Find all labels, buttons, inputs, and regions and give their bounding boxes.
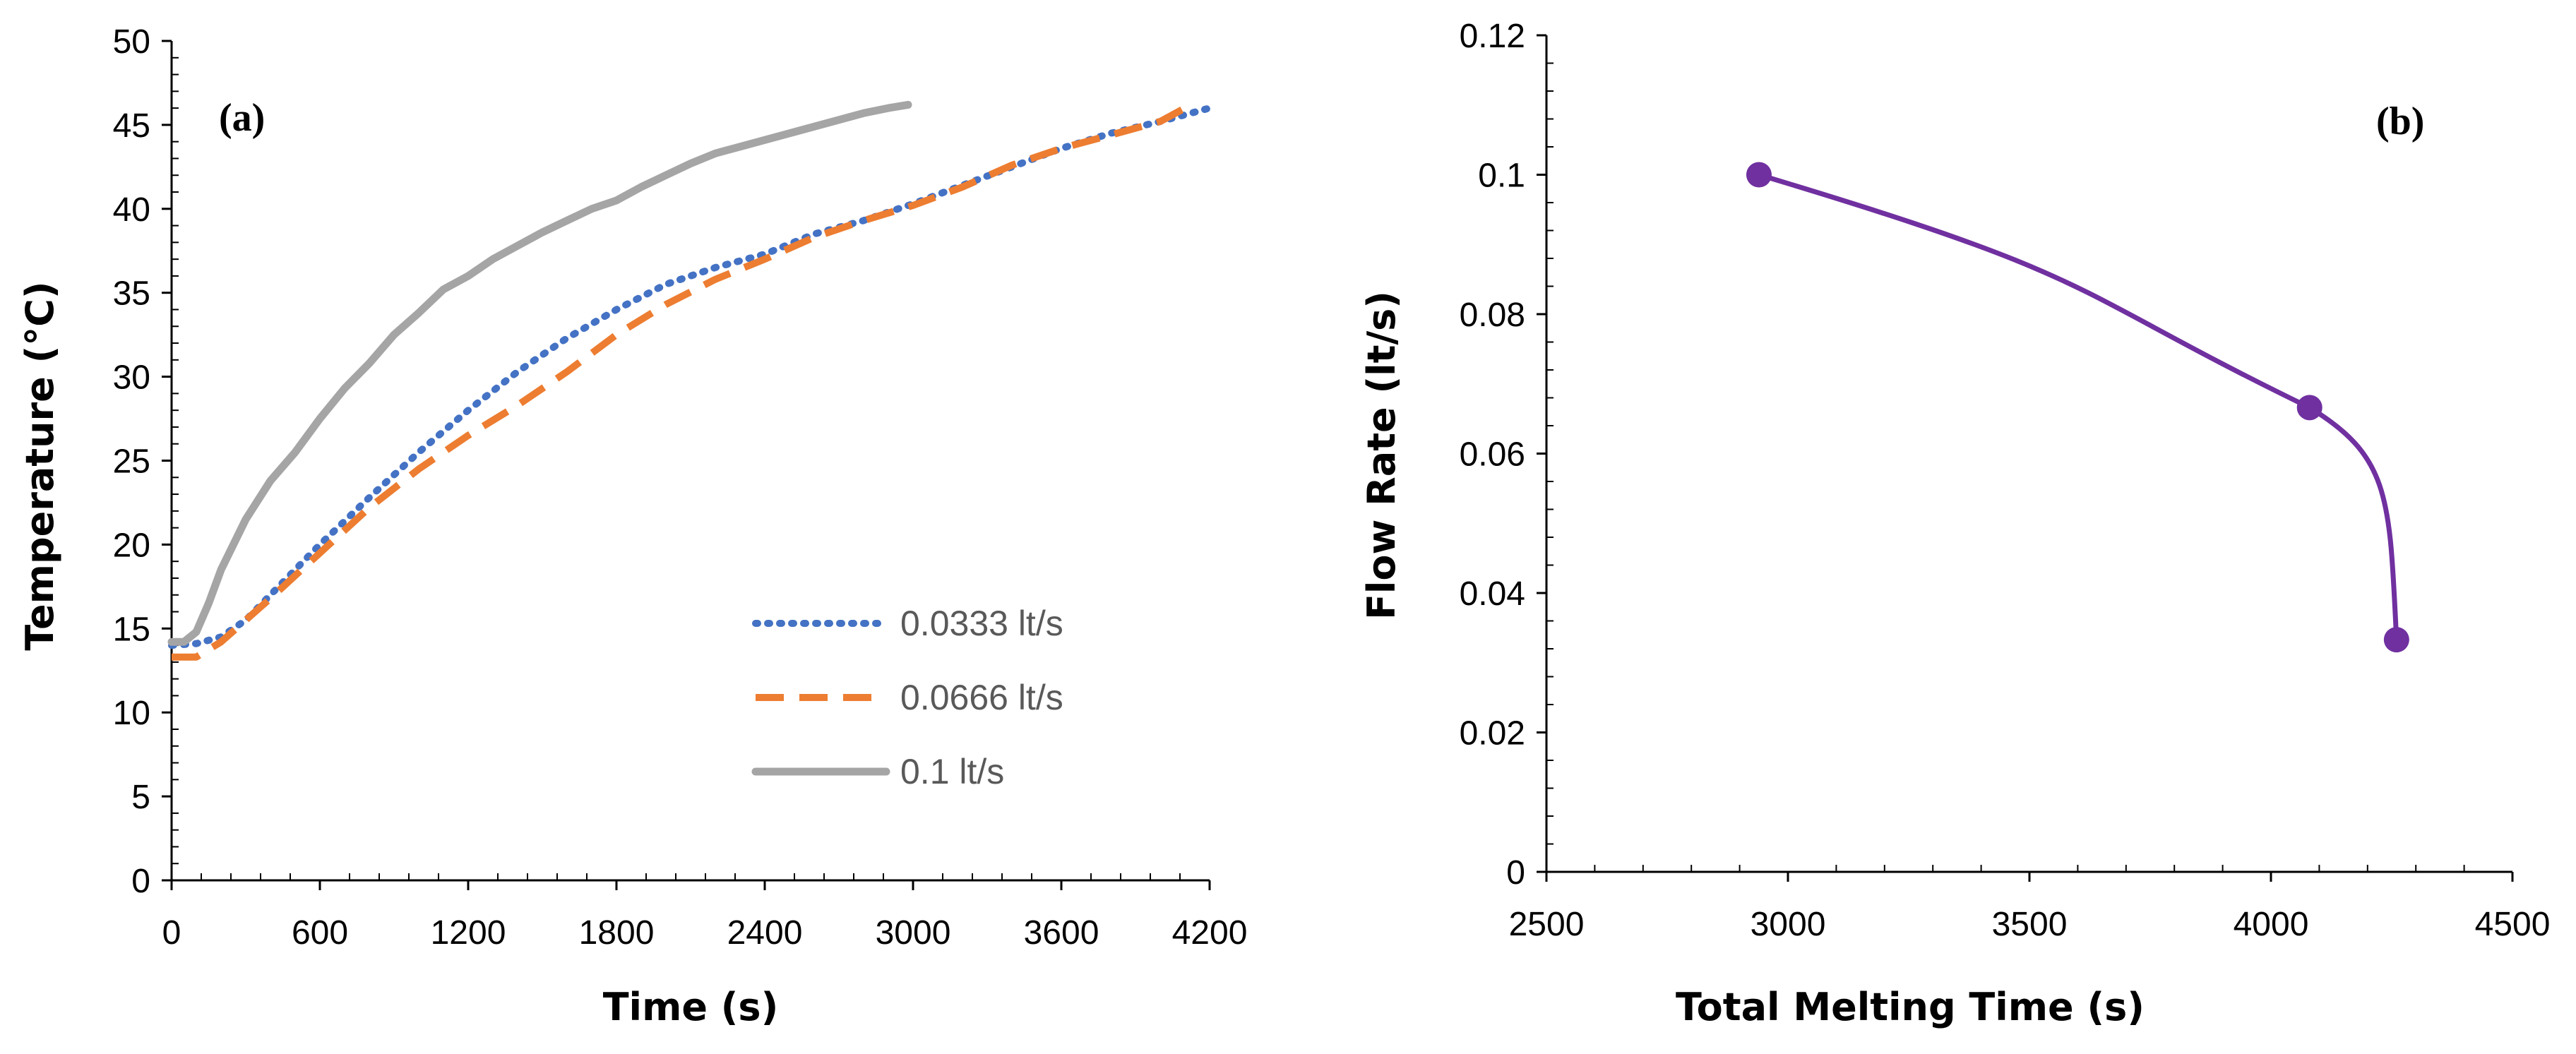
panel-a-y-tick-label: 45 [113,107,150,145]
panel-b-x-tick-label: 3000 [1751,906,1826,943]
panel-b-x-tick-label: 2500 [1509,906,1585,943]
panel-a-x-tick-label: 3000 [876,914,951,952]
panel-a-y-tick-label: 30 [113,359,150,397]
legend-item-0333-label: 0.0333 lt/s [900,604,1063,643]
panel-a-axes: 0 5 10 15 20 25 30 35 40 45 50 0 600 1200 1800 2400 3000… [113,23,1248,952]
panel-a-x-axis-title: Time (s) [603,985,779,1029]
panel-a-x-tick-label: 1800 [579,914,655,952]
panel-a-y-tick-label: 15 [113,611,150,648]
panel-b-y-tick-label: 0.02 [1460,715,1525,753]
panel-a-y-tick-label: 35 [113,275,150,313]
panel-a-y-axis-title: Temperature (°C) [18,281,62,650]
panel-b: 0 0.02 0.04 0.06 0.08 0.1 0.12 2500 3000 3500 4000… [1359,18,2550,1029]
panel-a-legend: 0.0333 lt/s 0.0666 lt/s 0.1 lt/s [751,604,1063,791]
panel-a-y-tick-label: 5 [131,779,150,816]
panel-a: 0 5 10 15 20 25 30 35 40 45 50 0 600 1200 1800 2400 3000… [18,23,1247,1029]
panel-b-series-line [1756,172,2399,642]
panel-b-y-tick-label: 0.06 [1460,436,1525,474]
panel-a-y-tick-label: 10 [113,695,150,732]
panel-b-y-tick-label: 0 [1506,854,1525,892]
panel-a-x-tick-label: 4200 [1172,914,1248,952]
panel-a-y-tick-label: 40 [113,191,150,229]
panel-b-data-point [2296,395,2322,421]
panel-a-x-tick-label: 0 [162,914,181,952]
panel-b-x-tick-label: 4500 [2475,906,2551,943]
panel-b-x-axis-title: Total Melting Time (s) [1676,985,2145,1029]
panel-a-x-tick-label: 1200 [431,914,506,952]
panel-b-y-tick-label: 0.12 [1460,18,1525,55]
panel-b-x-tick-label: 4000 [2234,906,2309,943]
panel-a-label: (a) [219,96,265,140]
panel-a-y-tick-label: 25 [113,443,150,481]
panel-b-data-point [1746,162,1772,188]
panel-b-series [1746,162,2409,653]
panel-b-y-axis-title: Flow Rate (lt/s) [1359,291,1404,620]
panel-a-x-tick-label: 600 [292,914,348,952]
panel-b-axes: 0 0.02 0.04 0.06 0.08 0.1 0.12 2500 3000 3500 4000… [1460,18,2551,943]
legend-item-0666-label: 0.0666 lt/s [900,678,1063,717]
panel-a-series [167,100,1213,661]
panel-b-y-tick-label: 0.04 [1460,575,1525,613]
panel-a-series-01-line [167,100,912,646]
panel-a-series-0333-line [168,104,1213,649]
panel-b-x-tick-label: 3500 [1992,906,2068,943]
panel-a-y-tick-label: 0 [131,863,150,900]
panel-a-x-tick-label: 3600 [1024,914,1099,952]
panel-a-series-0666-line [172,104,1187,661]
panel-b-data-point [2383,627,2409,653]
panel-b-y-tick-label: 0.08 [1460,297,1525,334]
panel-a-x-tick-label: 2400 [727,914,803,952]
panel-a-y-tick-label: 20 [113,527,150,564]
panel-b-label: (b) [2376,100,2424,143]
legend-item-01-label: 0.1 lt/s [900,752,1004,791]
panel-a-y-tick-label: 50 [113,23,150,61]
panel-b-y-tick-label: 0.1 [1478,157,1525,195]
